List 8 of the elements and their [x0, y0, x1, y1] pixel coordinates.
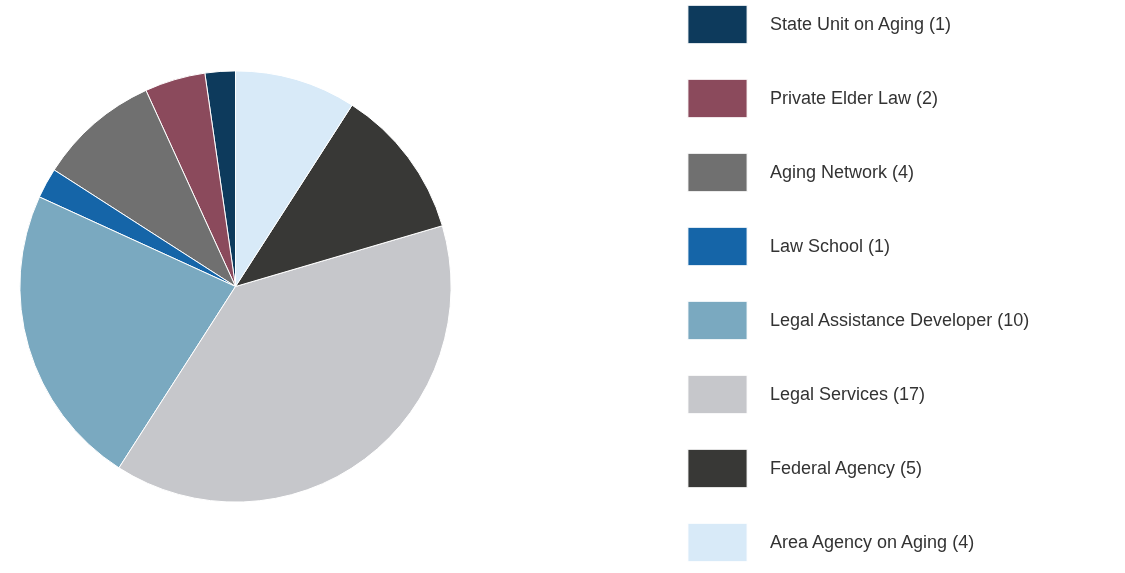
- legend-label: Area Agency on Aging (4): [770, 530, 975, 554]
- legend-label: Aging Network (4): [770, 160, 915, 184]
- legend-label: Legal Services (17): [770, 382, 926, 406]
- legend-label: State Unit on Aging (1): [770, 12, 952, 36]
- legend-label: Federal Agency (5): [770, 456, 923, 480]
- legend-label: Private Elder Law (2): [770, 86, 939, 110]
- legend-label: Legal Assistance Developer (10): [770, 308, 1030, 332]
- legend-label: Law School (1): [770, 234, 891, 258]
